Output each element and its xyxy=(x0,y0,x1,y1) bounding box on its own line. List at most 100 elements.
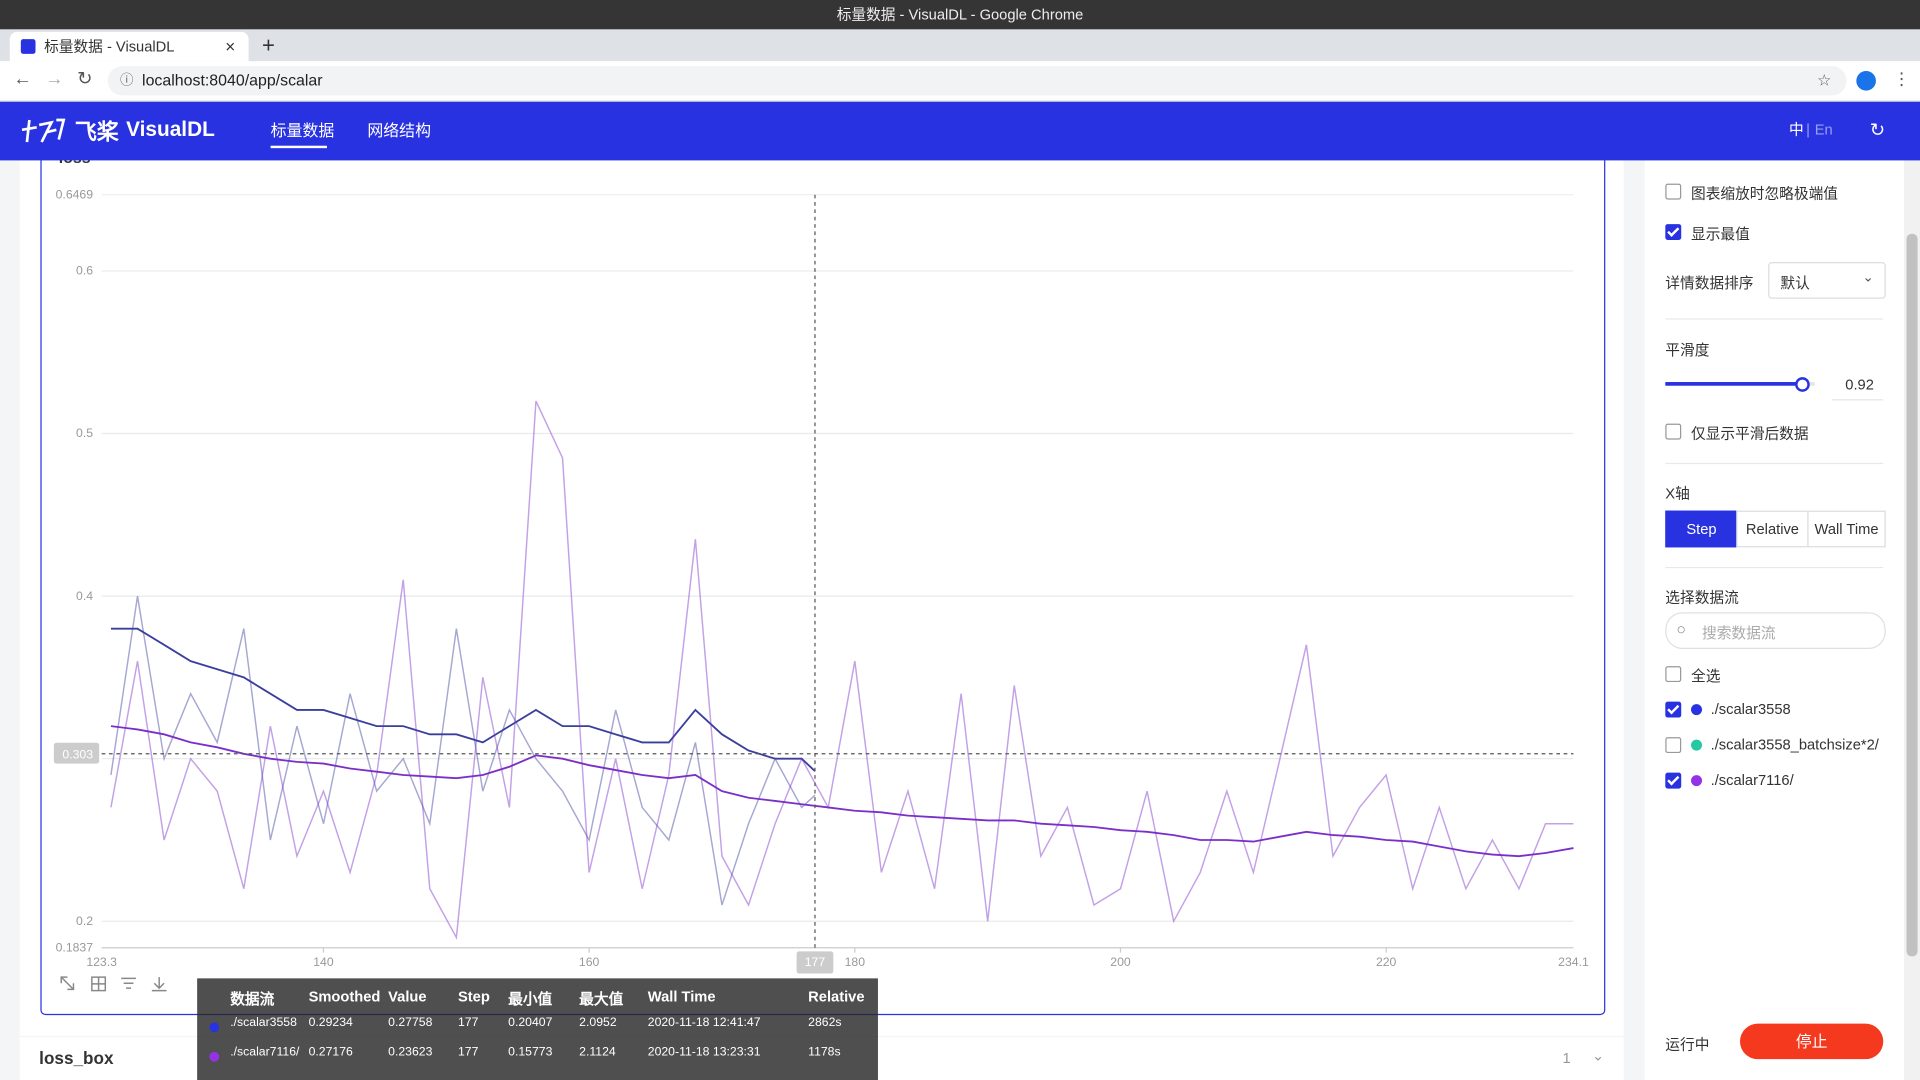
logo-mark xyxy=(21,118,66,143)
chart-card: loss xyxy=(40,137,1606,1016)
tooltip-cell: 2862s xyxy=(808,1016,842,1030)
tool-maximize[interactable] xyxy=(60,976,75,991)
tooltip-cell: 177 xyxy=(457,1045,479,1060)
loss-box-count: 1 xyxy=(1562,1049,1571,1067)
tooltip-cell: 0.20407 xyxy=(508,1016,553,1030)
tool-filter[interactable] xyxy=(121,977,136,989)
slider-fill xyxy=(1665,382,1803,386)
tooltip-cell: 2.1124 xyxy=(579,1045,616,1060)
expand[interactable]: ⌄ xyxy=(1591,1046,1605,1065)
cursor-y-label: 0.303 xyxy=(62,748,93,762)
url: localhost:8040/app/scalar xyxy=(142,71,323,90)
window-title: 标量数据 - VisualDL - Google Chrome xyxy=(0,0,1920,30)
smoothing-input[interactable]: 0.92 xyxy=(1831,367,1884,401)
run-name: ./scalar3558_batchsize*2/ xyxy=(1710,735,1879,754)
address-bar: ← → ↻ ⓘ localhost:8040/app/scalar ☆ ⋮ xyxy=(0,61,1920,102)
nav-scalar[interactable]: 标量数据 xyxy=(270,121,335,140)
lang-en[interactable]: En xyxy=(1814,121,1833,139)
tooltip-cell: 2020-11-18 13:23:31 xyxy=(647,1045,761,1060)
search-icon: ○ xyxy=(1676,619,1686,638)
tooltip-cell: 1178s xyxy=(808,1045,841,1060)
tab-strip: 标量数据 - VisualDL × + xyxy=(0,29,1920,62)
y-tick-label: 0.6 xyxy=(76,264,93,278)
tooltip-cell: 2020-11-18 12:41:47 xyxy=(647,1016,761,1030)
tooltip-header: 最大值 xyxy=(579,990,624,1008)
tooltip-cell: ./scalar3558 xyxy=(230,1016,297,1030)
tooltip-header: 数据流 xyxy=(230,990,275,1008)
cursor-x-label: 177 xyxy=(805,955,826,969)
x-axis-option[interactable]: Step xyxy=(1665,510,1738,548)
url-box[interactable]: ⓘ localhost:8040/app/scalar ☆ xyxy=(107,66,1847,96)
x-axis-option[interactable]: Wall Time xyxy=(1807,510,1886,548)
slider-knob[interactable] xyxy=(1795,377,1811,392)
divider xyxy=(1665,566,1884,569)
tab[interactable]: 标量数据 - VisualDL × xyxy=(9,31,249,62)
y-limit-label: 0.6469 xyxy=(56,187,94,201)
nav-graph[interactable]: 网络结构 xyxy=(367,121,432,140)
x-tick-label: 140 xyxy=(313,955,334,969)
refresh[interactable]: ↻ xyxy=(1869,120,1886,141)
run-color xyxy=(1691,739,1703,751)
tab-close[interactable]: × xyxy=(225,36,236,57)
checkbox[interactable] xyxy=(1665,701,1682,718)
lang-zh[interactable]: 中 xyxy=(1788,121,1804,139)
label: 全选 xyxy=(1691,667,1721,685)
divider xyxy=(1665,462,1884,465)
select-arrow: ⌄ xyxy=(1862,270,1874,286)
checkbox[interactable] xyxy=(1665,423,1682,440)
checkbox[interactable] xyxy=(1665,224,1682,241)
favicon xyxy=(20,39,36,54)
bookmark[interactable]: ☆ xyxy=(1817,71,1832,90)
tooltip-header: Relative xyxy=(808,988,865,1006)
checkbox[interactable] xyxy=(1665,666,1682,683)
tooltip-cell: 0.29234 xyxy=(308,1016,353,1030)
loss-box-title: loss_box xyxy=(39,1048,114,1068)
profile[interactable] xyxy=(1856,71,1876,91)
scroll-thumb[interactable] xyxy=(1906,233,1918,957)
search-box[interactable]: ○ 搜索数据流 xyxy=(1665,612,1886,649)
divider xyxy=(1665,318,1884,320)
run-name: ./scalar3558 xyxy=(1710,700,1791,718)
menu[interactable]: ⋮ xyxy=(1893,68,1911,89)
tooltip-cell: 0.23623 xyxy=(388,1045,433,1060)
status: 运行中 xyxy=(1665,1035,1710,1054)
tooltip-header: Wall Time xyxy=(647,988,716,1006)
label: 图表缩放时忽略极端值 xyxy=(1691,184,1838,203)
x-limit-label: 234.1 xyxy=(1558,955,1589,969)
tooltip-header: Value xyxy=(388,988,427,1006)
x-tick-label: 220 xyxy=(1376,955,1397,969)
tooltip-header: Step xyxy=(457,988,490,1006)
stop-button[interactable]: 停止 xyxy=(1740,1023,1884,1060)
x-axis-option[interactable]: Relative xyxy=(1736,510,1809,548)
logo-text: 飞桨 xyxy=(74,120,119,145)
smoothed-line xyxy=(110,725,1574,858)
x-tick-label: 160 xyxy=(579,955,600,969)
checkbox[interactable] xyxy=(1665,737,1682,754)
tooltip-cell: 177 xyxy=(457,1016,479,1030)
tooltip-header: Smoothed xyxy=(308,988,381,1006)
checkbox[interactable] xyxy=(1665,772,1682,789)
select[interactable]: 默认 ⌄ xyxy=(1768,262,1886,299)
cursor-x-badge xyxy=(796,951,834,974)
label: 显示最值 xyxy=(1691,225,1750,243)
raw-line xyxy=(110,400,1574,940)
forward[interactable]: → xyxy=(45,68,64,90)
back[interactable]: ← xyxy=(13,68,32,90)
checkbox[interactable] xyxy=(1665,183,1682,200)
tool-download[interactable] xyxy=(151,977,167,992)
raw-line xyxy=(110,595,816,906)
cursor-y-badge xyxy=(53,742,100,764)
y-limit-label: 0.1837 xyxy=(56,940,94,954)
app-header: 飞桨 VisualDL 标量数据 网络结构 中 | En ↻ xyxy=(0,100,1920,161)
sidebar: 图表缩放时忽略极端值 显示最值 详情数据排序 默认 ⌄ 平滑度 0.92 仅显示… xyxy=(1644,160,1905,1080)
smoothed-line xyxy=(110,627,816,772)
new-tab[interactable]: + xyxy=(262,33,275,58)
tab-title: 标量数据 - VisualDL xyxy=(44,37,175,56)
tooltip: 数据流 Smoothed Value Step 最小值 最大值 Wall Time Relat… xyxy=(197,978,878,1080)
reload[interactable]: ↻ xyxy=(77,68,93,90)
label: 选择数据流 xyxy=(1665,588,1739,607)
info-icon: ⓘ xyxy=(120,73,134,89)
label: 平滑度 xyxy=(1665,341,1710,359)
